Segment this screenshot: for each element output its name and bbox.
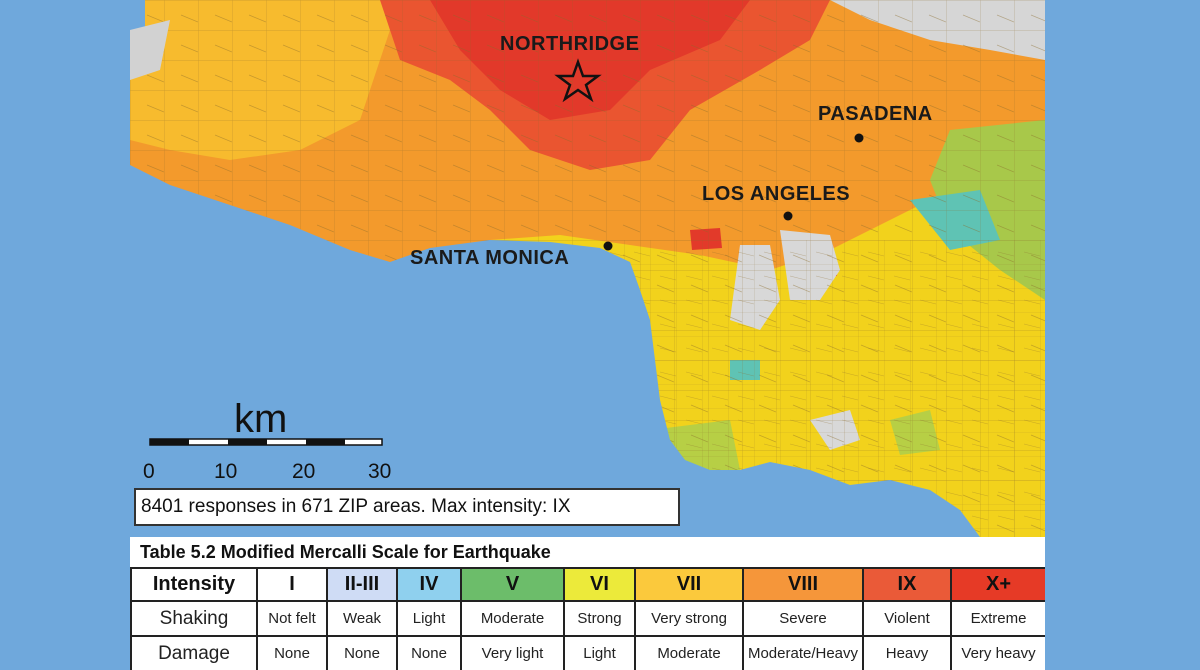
intensity-map: NORTHRIDGE PASADENA LOS ANGELES SANTA MO… [130,0,1045,537]
intensity-header: Intensity [130,567,258,602]
intensity-cell: X+ [950,567,1045,602]
santa-monica-dot [603,241,613,251]
damage-cell: Heavy [862,635,952,670]
figure-panel: NORTHRIDGE PASADENA LOS ANGELES SANTA MO… [130,0,1045,670]
shaking-header: Shaking [130,600,258,637]
damage-cell: Very heavy [950,635,1045,670]
intensity-cell: IV [396,567,462,602]
scale-tick-10: 10 [214,460,237,483]
intensity-cell: IX [862,567,952,602]
damage-cell: None [396,635,462,670]
scale-bar [149,438,383,446]
los-angeles-dot [783,211,793,221]
intensity-cell: VI [563,567,636,602]
scale-tick-30: 30 [368,460,391,483]
intensity-cell: VII [634,567,744,602]
shaking-cell: Violent [862,600,952,637]
shaking-cell: Light [396,600,462,637]
shaking-cell: Moderate [460,600,565,637]
shaking-cell: Very strong [634,600,744,637]
damage-cell: Light [563,635,636,670]
damage-cell: Moderate/Heavy [742,635,864,670]
scale-tick-20: 20 [292,460,315,483]
scale-tick-0: 0 [143,460,155,483]
intensity-cell: II-III [326,567,398,602]
star-icon [554,58,602,103]
city-label-northridge: NORTHRIDGE [500,33,639,55]
response-stats: 8401 responses in 671 ZIP areas. Max int… [134,488,680,526]
shaking-cell: Severe [742,600,864,637]
damage-header: Damage [130,635,258,670]
pasadena-dot [854,133,864,143]
city-label-pasadena: PASADENA [818,103,933,125]
city-label-los-angeles: LOS ANGELES [702,183,850,205]
damage-cell: None [256,635,328,670]
shaking-cell: Not felt [256,600,328,637]
intensity-cell: I [256,567,328,602]
shaking-cell: Weak [326,600,398,637]
scale-unit: km [234,397,287,441]
city-label-santa-monica: SANTA MONICA [410,247,569,269]
damage-cell: Moderate [634,635,744,670]
table-caption: Table 5.2 Modified Mercalli Scale for Ea… [140,542,551,562]
mercalli-table: Intensity I II-III IV V VI VII VIII IX X… [130,567,1045,670]
damage-cell: Very light [460,635,565,670]
intensity-row: Intensity I II-III IV V VI VII VIII IX X… [130,567,1045,602]
damage-row: Damage None None None Very light Light M… [130,635,1045,670]
intensity-cell: V [460,567,565,602]
intensity-cell: VIII [742,567,864,602]
shaking-row: Shaking Not felt Weak Light Moderate Str… [130,600,1045,637]
shaking-cell: Extreme [950,600,1045,637]
damage-cell: None [326,635,398,670]
shaking-cell: Strong [563,600,636,637]
zone-nodata-nw [130,20,170,80]
